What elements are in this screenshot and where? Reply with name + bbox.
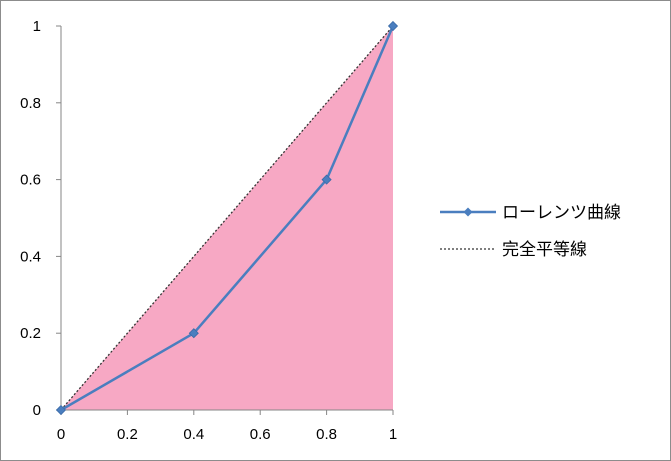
equality-line [60, 25, 394, 411]
lorenz-curve-line [60, 25, 395, 412]
x-tick-label: 0.8 [316, 426, 337, 443]
y-tick-label: 0.8 [20, 95, 41, 112]
x-tick-label: 0 [57, 426, 65, 443]
lorenz-point-marker [55, 404, 67, 416]
lorenz-point-marker [387, 20, 399, 32]
x-tick-label: 0.4 [183, 426, 204, 443]
series-layer [55, 20, 399, 416]
lorenz-point-marker [188, 328, 199, 339]
y-tick-label: 0.2 [20, 325, 41, 342]
y-tick-label: 0 [33, 402, 41, 419]
x-tick-label: 0.2 [117, 426, 138, 443]
y-tick-label: 0.6 [20, 172, 41, 189]
y-tick-label: 0.4 [20, 248, 41, 265]
legend-equality-label: 完全平等線 [502, 240, 587, 260]
x-tick-label: 1 [389, 426, 397, 443]
labels-layer: 0 0.2 0.4 0.6 0.8 1 0 0.2 0.4 0.6 0.8 1 [20, 18, 397, 443]
y-tick-label: 1 [33, 18, 41, 35]
lorenz-point-marker [321, 174, 332, 185]
legend-lorenz-marker [463, 207, 473, 217]
x-tick-label: 0.6 [250, 426, 271, 443]
legend-lorenz-label: ローレンツ曲線 [502, 203, 621, 223]
